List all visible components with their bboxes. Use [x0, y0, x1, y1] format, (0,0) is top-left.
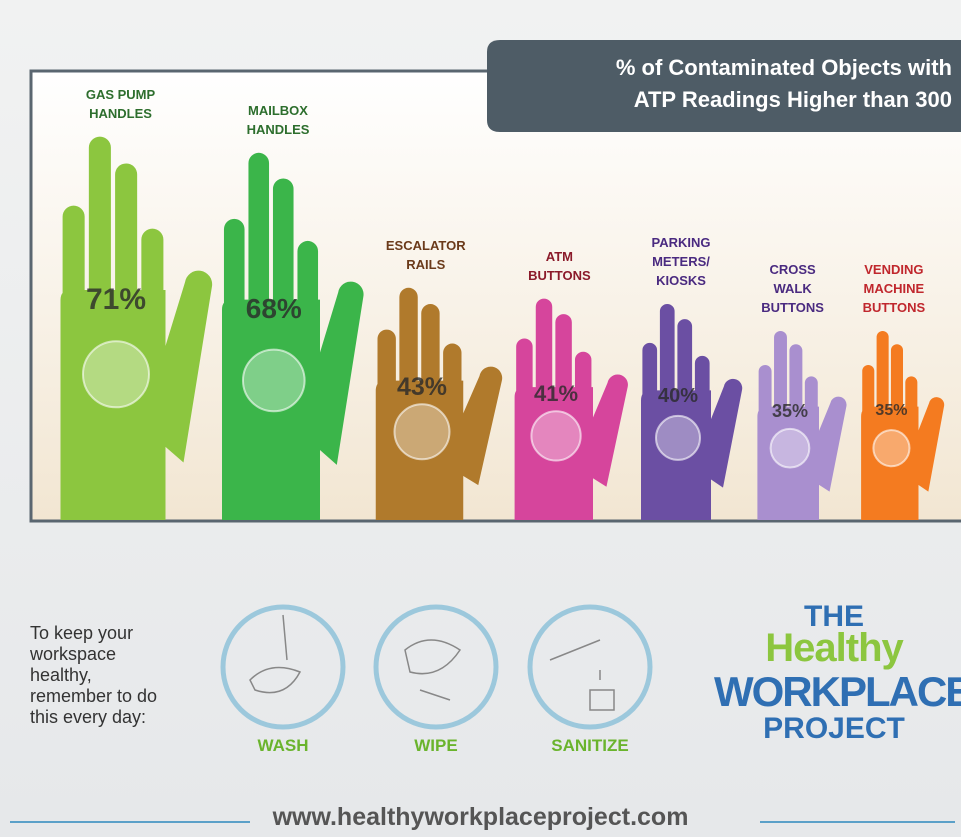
category-label: VENDING MACHINE BUTTONS: [834, 260, 954, 317]
value-label: 40%: [628, 385, 728, 408]
action-label: WIPE: [366, 736, 506, 756]
category-label: ESCALATOR RAILS: [366, 236, 486, 274]
category-label: ATM BUTTONS: [499, 247, 619, 285]
website-url: www.healthyworkplaceproject.com: [0, 803, 961, 832]
action-label: SANITIZE: [520, 736, 660, 756]
logo-text: WORKPLACE: [714, 668, 954, 716]
object-icon: [873, 430, 909, 466]
logo-text: Healthy: [714, 626, 954, 671]
object-icon: [395, 404, 450, 459]
chart-title: % of Contaminated Objects with ATP Readi…: [490, 52, 952, 116]
value-label: 41%: [506, 381, 606, 407]
action-icons: [250, 615, 614, 710]
infographic: % of Contaminated Objects with ATP Readi…: [0, 0, 961, 837]
category-label: MAILBOX HANDLES: [218, 101, 338, 139]
object-icon: [83, 341, 149, 407]
value-label: 43%: [372, 373, 472, 402]
object-icon: [656, 416, 700, 460]
object-icon: [531, 411, 580, 460]
category-label: PARKING METERS/ KIOSKS: [621, 233, 741, 290]
action-label: WASH: [213, 736, 353, 756]
object-icon: [771, 429, 810, 468]
value-label: 35%: [841, 402, 941, 420]
reminder-text: To keep your workspace healthy, remember…: [30, 623, 157, 728]
action-circles: [223, 607, 650, 727]
value-label: 71%: [66, 283, 166, 317]
value-label: 68%: [224, 293, 324, 325]
logo-text: PROJECT: [714, 712, 954, 746]
category-label: GAS PUMP HANDLES: [61, 85, 181, 123]
value-label: 35%: [740, 401, 840, 422]
object-icon: [243, 350, 305, 412]
